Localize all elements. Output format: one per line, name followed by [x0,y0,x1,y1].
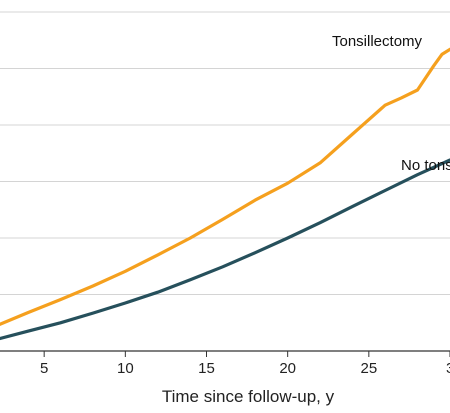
x-tick-label: 20 [279,360,296,377]
x-tick-label: 10 [117,360,134,377]
series-label-tonsillectomy: Tonsillectomy [332,33,423,50]
x-tick-label: 5 [40,360,48,377]
x-tick-label: 15 [198,360,215,377]
series-line-tonsillectomy [0,47,450,326]
series-label-no-tonsillectomy: No tonsillectomy [401,157,450,174]
series-line-no-tonsillectomy [0,158,450,341]
y-gridlines [0,11,450,295]
x-axis-title: Time since follow-up, y [162,387,335,406]
x-tick-label: 25 [360,360,377,377]
x-tick-label: 30 [446,360,450,377]
series-lines [0,47,450,341]
x-axis: 5 10 15 20 25 30 [0,350,450,377]
